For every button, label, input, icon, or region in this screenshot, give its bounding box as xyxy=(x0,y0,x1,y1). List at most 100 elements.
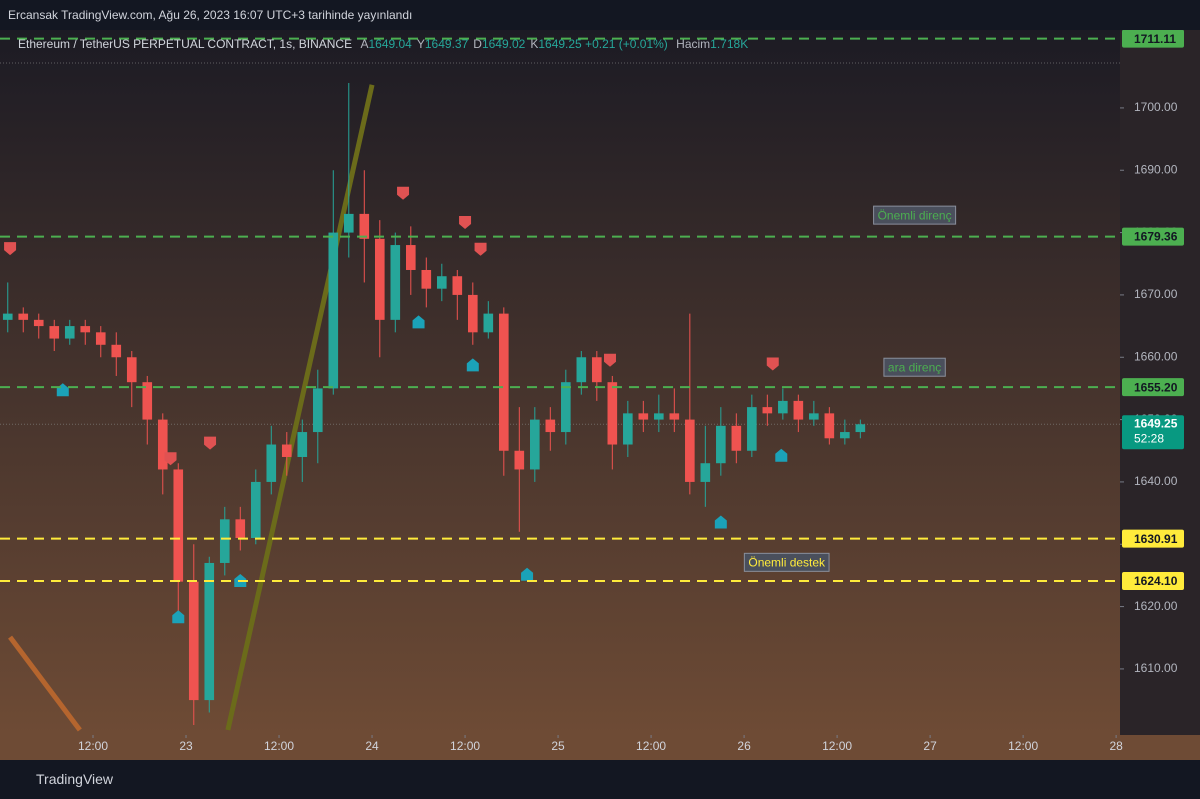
candle-body xyxy=(778,400,788,414)
annotation-box xyxy=(883,357,946,377)
candle-body xyxy=(685,419,695,482)
y-tick-label: 1620.00 xyxy=(1134,599,1178,613)
candle-body xyxy=(266,444,277,482)
candle-body xyxy=(561,382,571,433)
candle-body xyxy=(405,245,416,270)
sell-signal xyxy=(4,242,17,256)
candle-body xyxy=(793,400,804,420)
candle-body xyxy=(530,419,540,470)
candle-body xyxy=(638,413,649,420)
candle-body xyxy=(855,424,866,433)
candle-body xyxy=(80,326,91,333)
buy-signal xyxy=(172,610,185,624)
x-tick-label: 28 xyxy=(1109,739,1123,753)
candle-body xyxy=(700,463,711,482)
sell-signal xyxy=(474,242,487,256)
x-tick-label: 27 xyxy=(923,739,937,753)
footer: TradingView xyxy=(0,760,1200,799)
x-tick-label: 26 xyxy=(737,739,751,753)
sell-signal xyxy=(603,353,616,367)
candle-body xyxy=(436,276,447,289)
candle-body xyxy=(173,469,184,582)
title: Ercansak TradingView.com, Ağu 26, 2023 1… xyxy=(8,8,413,22)
level-label: 1679.36 xyxy=(1134,230,1178,244)
candle-body xyxy=(747,407,757,451)
candle-body xyxy=(623,413,633,445)
candle-body xyxy=(809,413,819,420)
candle-body xyxy=(2,313,13,320)
y-tick-label: 1640.00 xyxy=(1134,474,1178,488)
trend-line xyxy=(225,84,375,731)
buy-signal xyxy=(714,515,727,529)
x-tick-label: 12:00 xyxy=(636,739,666,753)
sell-signal xyxy=(766,357,779,371)
ohlc-value: 1649.04 xyxy=(368,37,412,51)
level-label-box xyxy=(1122,378,1184,397)
ohlc: A1649.04 Y1649.37 D1649.02 K1649.25 xyxy=(355,37,581,51)
candle-body xyxy=(312,388,323,433)
candle-body xyxy=(452,276,463,295)
ohlc-label: D xyxy=(473,37,482,51)
time-axis xyxy=(0,735,1200,760)
candle-body xyxy=(654,413,664,420)
level-label-box xyxy=(1122,29,1184,48)
y-tick-label: 1610.00 xyxy=(1134,661,1178,675)
level-label: 1624.10 xyxy=(1134,574,1178,588)
level-label-box xyxy=(1122,529,1184,548)
candle-body xyxy=(374,238,385,320)
buy-signal xyxy=(412,315,425,329)
plot-background xyxy=(0,30,1120,735)
sell-signal xyxy=(397,186,410,200)
annotation: Önemli destek xyxy=(748,556,826,570)
candle-body xyxy=(343,213,354,233)
annotation-box xyxy=(873,205,957,225)
trend-line xyxy=(8,635,82,732)
volume: 1.718K xyxy=(710,37,749,51)
annotation: Önemli direnç xyxy=(878,208,952,222)
candle-body xyxy=(328,232,339,389)
brand: TradingView xyxy=(36,771,114,787)
candle-body xyxy=(33,319,44,327)
sell-signal xyxy=(164,452,177,466)
ohlc-label: K xyxy=(530,37,539,51)
level-label-box xyxy=(1122,572,1184,591)
candle-body xyxy=(840,432,850,439)
candle-body xyxy=(359,213,370,239)
ohlc-label: Y xyxy=(416,37,425,51)
symbol: Ethereum / TetherUS PERPETUAL CONTRACT, … xyxy=(18,37,353,51)
candle-body xyxy=(204,562,215,701)
annotation-box xyxy=(743,552,830,572)
x-tick-label: 25 xyxy=(551,739,565,753)
x-tick-label: 12:00 xyxy=(264,739,294,753)
last-price-box xyxy=(1122,415,1184,450)
x-tick-label: 12:00 xyxy=(1008,739,1038,753)
change: +0.21 (+0.01%) xyxy=(585,37,668,51)
y-tick-label: 1700.00 xyxy=(1134,100,1178,114)
candle-body xyxy=(250,481,261,539)
level-label: 1655.20 xyxy=(1134,380,1178,394)
x-tick-label: 12:00 xyxy=(450,739,480,753)
candle-body xyxy=(111,344,122,358)
x-tick-label: 23 xyxy=(179,739,193,753)
y-tick-label: 1660.00 xyxy=(1134,349,1178,363)
buy-signal xyxy=(466,358,479,372)
ohlc-value: 1649.25 xyxy=(538,37,582,51)
last-price-label: 1649.25 xyxy=(1134,416,1178,430)
x-tick-label: 12:00 xyxy=(822,739,852,753)
candle-body xyxy=(188,581,199,701)
buy-signal xyxy=(775,448,788,462)
buy-signal xyxy=(521,567,534,581)
candle-body xyxy=(576,357,587,383)
candle-body xyxy=(297,432,308,457)
candle-body xyxy=(592,357,602,383)
candle-body xyxy=(483,313,494,333)
countdown: 52:28 xyxy=(1134,431,1164,445)
ohlc-value: 1649.37 xyxy=(424,37,469,51)
candle-body xyxy=(514,450,525,470)
candle-body xyxy=(545,419,556,433)
candle-body xyxy=(716,425,726,464)
candle-body xyxy=(390,245,401,320)
candle-body xyxy=(18,313,29,320)
candle-body xyxy=(281,444,292,457)
